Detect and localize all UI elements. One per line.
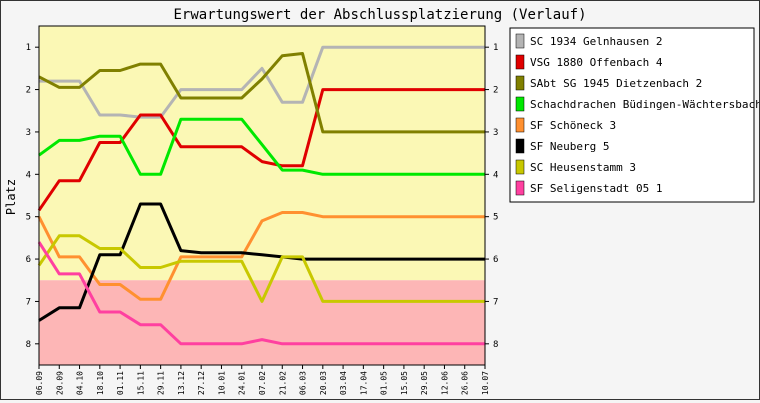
legend-swatch-0	[515, 33, 525, 49]
x-tick-label-12: 21.02	[278, 371, 287, 395]
x-tick-label-2: 04.10	[76, 371, 85, 395]
x-tick-label-13: 06.03	[299, 371, 308, 395]
x-tick-label-8: 27.12	[197, 371, 206, 395]
y-tick-label-left-4: 4	[26, 170, 31, 180]
y-tick-label-right-6: 6	[493, 255, 498, 265]
legend-label-3: Schachdrachen Büdingen-Wächtersbach 3	[530, 98, 759, 111]
y-tick-label-left-3: 3	[26, 128, 31, 138]
x-tick-label-11: 07.02	[258, 371, 267, 395]
x-tick-label-0: 06.09	[35, 371, 44, 395]
y-tick-label-right-4: 4	[493, 170, 498, 180]
x-tick-label-17: 01.05	[380, 371, 389, 395]
x-tick-label-9: 10.01	[217, 371, 226, 395]
legend-box	[509, 27, 755, 203]
x-tick-label-19: 29.05	[420, 371, 429, 395]
series-line-7	[37, 241, 485, 346]
y-tick-label-right-7: 7	[493, 297, 498, 307]
legend-label-0: SC 1934 Gelnhausen 2	[530, 35, 662, 48]
x-tick-label-1: 20.09	[55, 371, 64, 395]
series-line-1	[37, 88, 485, 212]
y-tick-label-right-5: 5	[493, 213, 498, 223]
x-tick-label-21: 26.06	[461, 371, 470, 395]
y-tick-label-right-1: 1	[493, 43, 498, 53]
x-tick-label-18: 15.05	[400, 371, 409, 395]
series-line-0	[39, 45, 485, 119]
x-tick-label-3: 18.10	[96, 371, 105, 395]
legend-swatch-6	[515, 159, 525, 175]
y-tick-label-right-3: 3	[493, 128, 498, 138]
x-tick-label-20: 12.06	[440, 371, 449, 395]
legend-label-1: VSG 1880 Offenbach 4	[530, 56, 663, 69]
y-tick-label-left-8: 8	[26, 340, 31, 350]
series-line-3	[38, 117, 485, 176]
axes: 1 1 2 2 3 3 4 4 5 5 6 6 7 7 8 8 06.09 20.09 04.10 18.10 01.1…	[26, 25, 498, 395]
x-tick-label-7: 13.12	[177, 371, 186, 395]
x-tick-label-16: 17.04	[359, 371, 368, 395]
legend-swatch-3	[515, 96, 525, 112]
legend-swatch-7	[515, 180, 525, 196]
series-line-6	[37, 234, 485, 303]
series-line-5	[38, 202, 485, 322]
legend-swatch-2	[515, 75, 525, 91]
x-tick-label-14: 20.03	[319, 371, 328, 395]
y-tick-label-left-7: 7	[26, 297, 31, 307]
y-tick-label-left-2: 2	[26, 86, 31, 96]
x-tick-label-5: 15.11	[136, 371, 145, 395]
chart-title: Erwartungswert der Abschlussplatzierung …	[173, 7, 586, 23]
zone-0	[39, 26, 485, 281]
legend-label-5: SF Neuberg 5	[530, 140, 609, 153]
legend-swatch-4	[515, 117, 525, 133]
series-line-4	[37, 211, 485, 301]
y-tick-label-left-5: 5	[26, 213, 31, 223]
series-line-2	[38, 52, 485, 134]
zone-1	[39, 280, 485, 365]
legend-label-7: SF Seligenstadt 05 1	[530, 182, 662, 195]
y-tick-label-left-1: 1	[26, 43, 31, 53]
x-tick-label-10: 24.01	[238, 371, 247, 395]
y-tick-label-right-8: 8	[493, 340, 498, 350]
legend-label-6: SC Heusenstamm 3	[530, 161, 636, 174]
legend-label-2: SAbt SG 1945 Dietzenbach 2	[530, 77, 702, 90]
y-tick-label-right-2: 2	[493, 86, 498, 96]
y-axis-label: Platz	[4, 179, 18, 215]
x-tick-label-4: 01.11	[116, 371, 125, 395]
x-tick-label-15: 03.04	[339, 371, 348, 395]
legend-swatch-5	[515, 138, 525, 154]
x-tick-label-22: 10.07	[481, 371, 490, 395]
y-tick-label-left-6: 6	[26, 255, 31, 265]
legend: SC 1934 Gelnhausen 2 VSG 1880 Offenbach 4…	[509, 27, 760, 203]
legend-label-4: SF Schöneck 3	[530, 119, 616, 132]
x-tick-label-6: 29.11	[157, 371, 166, 395]
series-lines	[37, 45, 485, 346]
legend-swatch-1	[515, 54, 525, 70]
